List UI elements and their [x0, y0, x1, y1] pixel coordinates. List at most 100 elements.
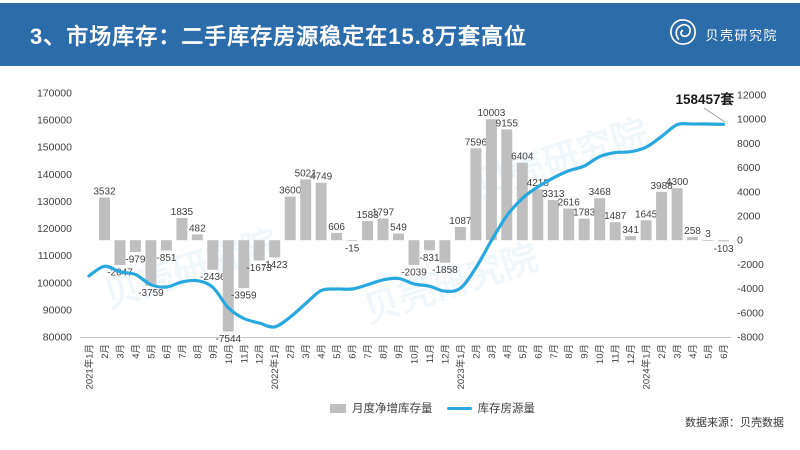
- bar: [718, 240, 729, 242]
- chart-legend: 月度净增库存量 库存房源量: [330, 400, 535, 416]
- bar-value-label: 482: [189, 223, 206, 234]
- bar-value-label: -7544: [216, 334, 242, 345]
- x-axis-label: 3月: [301, 344, 312, 359]
- bar-value-label: 1087: [449, 216, 472, 227]
- legend-item-bar: 月度净增库存量: [330, 400, 433, 416]
- bar: [640, 220, 652, 241]
- right-axis-tick: 8000: [737, 138, 761, 150]
- bar-value-label: 1835: [171, 207, 194, 218]
- x-axis-label: 5月: [332, 344, 343, 359]
- x-axis-label: 12月: [626, 344, 637, 364]
- right-axis-tick: 0: [737, 235, 743, 247]
- x-axis-label: 8月: [379, 344, 390, 359]
- bar-value-label: -15: [345, 243, 360, 254]
- bar: [609, 222, 621, 241]
- bar: [191, 234, 203, 241]
- x-axis-label: 10月: [595, 344, 606, 364]
- x-axis-label: 4月: [502, 344, 513, 359]
- data-source-note: 数据来源：贝壳数据: [685, 417, 784, 429]
- bar-value-label: -3759: [138, 288, 164, 299]
- bar-value-label: 1583: [356, 210, 379, 221]
- bar: [362, 221, 374, 241]
- right-axis-tick: -2000: [737, 259, 764, 271]
- bar: [253, 240, 265, 261]
- bar: [408, 240, 420, 265]
- x-axis-label: 6月: [533, 344, 544, 359]
- bar: [207, 240, 219, 270]
- x-axis-label: 5月: [704, 344, 715, 359]
- bar-value-label: 1645: [635, 209, 658, 220]
- x-axis-label: 6月: [719, 344, 730, 359]
- header-band: 3、市场库存：二手库存房源稳定在15.8万套高位 贝壳研究院: [0, 3, 800, 66]
- x-axis-label: 6月: [348, 344, 359, 359]
- bar: [578, 218, 590, 241]
- bar: [594, 198, 606, 241]
- bar-value-label: 1783: [573, 208, 596, 219]
- bar-value-label: -831: [419, 253, 439, 264]
- bar-value-label: 4749: [310, 172, 333, 183]
- bar: [485, 119, 497, 241]
- line-swatch-icon: [446, 406, 472, 410]
- x-axis-label: 2023年1月: [455, 344, 467, 389]
- x-axis-label: 3月: [116, 344, 127, 359]
- right-axis-tick: 6000: [737, 162, 761, 174]
- bar-value-label: 606: [328, 222, 345, 233]
- legend-label-bar: 月度净增库存量: [352, 403, 433, 415]
- right-axis-tick: 4000: [737, 186, 761, 198]
- bar: [99, 197, 110, 241]
- x-axis-label: 2月: [657, 344, 668, 359]
- bar: [424, 240, 435, 251]
- bar-value-label: 10003: [477, 108, 505, 119]
- x-axis-label: 2024年1月: [641, 344, 653, 389]
- bar: [547, 200, 559, 241]
- left-axis-tick: 120000: [37, 223, 72, 235]
- bar: [439, 240, 451, 263]
- bar: [454, 227, 466, 241]
- x-axis-label: 2月: [286, 344, 297, 359]
- bar-value-label: 3532: [93, 187, 116, 198]
- beike-shell-icon: [668, 17, 698, 52]
- x-axis-label: 11月: [611, 344, 622, 363]
- bar-value-label: -851: [156, 253, 176, 264]
- right-axis-tick: 10000: [737, 114, 766, 126]
- bar: [563, 208, 575, 241]
- beike-logo: 贝壳研究院: [668, 17, 778, 52]
- bar: [114, 240, 126, 265]
- right-axis-tick: 2000: [737, 211, 761, 223]
- bar-value-label: 549: [390, 223, 407, 234]
- x-axis-label: 4月: [317, 344, 328, 359]
- latest-inventory-annotation: 158457套: [675, 91, 734, 107]
- bar-value-label: -103: [713, 244, 733, 255]
- x-axis-label: 12月: [440, 344, 451, 364]
- bar: [300, 179, 312, 241]
- inventory-line: [87, 121, 726, 329]
- x-axis-label: 10月: [410, 344, 421, 364]
- logo-text: 贝壳研究院: [705, 28, 778, 43]
- annotation-leader-line: [703, 107, 726, 123]
- bar: [269, 240, 281, 258]
- x-axis-label: 9月: [394, 344, 405, 359]
- x-axis-label: 7月: [177, 344, 188, 359]
- bar: [470, 148, 482, 241]
- left-axis-tick: 160000: [37, 115, 72, 127]
- bar-value-label: -2039: [401, 267, 427, 278]
- bar-value-label: 2616: [558, 198, 581, 209]
- bar: [222, 240, 234, 332]
- right-axis-tick: -6000: [737, 307, 764, 319]
- bar-value-label: 3600: [279, 186, 302, 197]
- bar-value-label: 341: [622, 225, 639, 236]
- x-axis-label: 7月: [363, 344, 374, 359]
- bar-value-label: 4218: [527, 178, 550, 189]
- page-title: 3、市场库存：二手库存房源稳定在15.8万套高位: [30, 23, 528, 49]
- bar: [238, 240, 250, 289]
- bar-value-label: -1423: [262, 260, 288, 271]
- bar: [160, 240, 172, 251]
- x-axis-label: 7月: [549, 344, 560, 359]
- bar-value-label: 3313: [542, 189, 565, 200]
- bar-value-label: 3: [705, 229, 711, 240]
- bar-value-label: 4300: [666, 177, 689, 188]
- legend-label-line: 库存房源量: [477, 403, 536, 415]
- bar: [315, 182, 327, 241]
